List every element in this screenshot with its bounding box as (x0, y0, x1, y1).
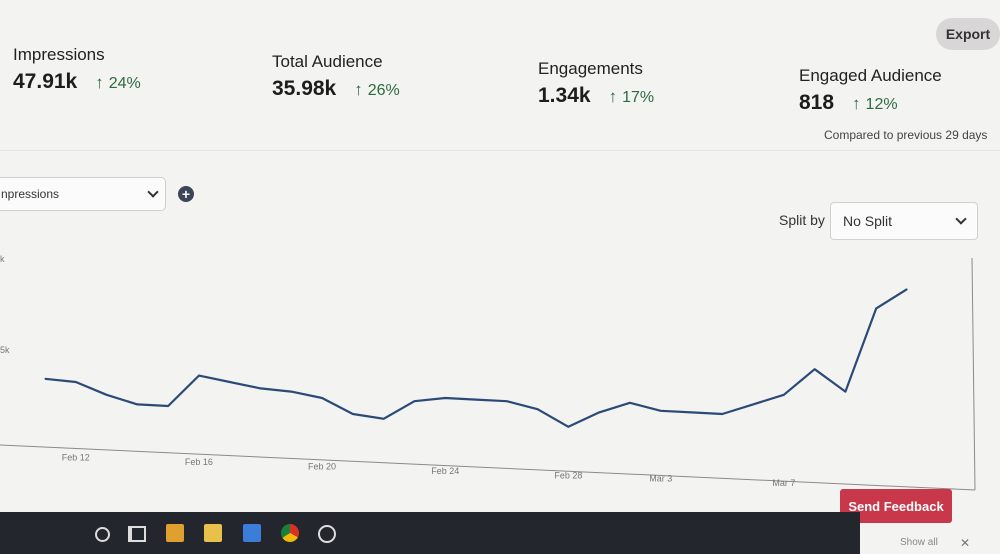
cortana-search-icon[interactable] (95, 527, 110, 542)
data-point (690, 411, 693, 413)
metric-label: Total Audience (272, 52, 383, 71)
data-point (598, 411, 600, 413)
metric-delta: ↑ 24% (95, 73, 141, 93)
x-tick-label: Feb 16 (185, 457, 213, 467)
x-tick-label: Feb 20 (308, 462, 336, 472)
data-point (875, 307, 877, 309)
plus-icon: + (181, 186, 191, 202)
mail-icon[interactable] (243, 524, 261, 542)
data-point (814, 368, 816, 370)
divider (0, 150, 1000, 151)
data-point (44, 378, 46, 380)
metric-delta: ↑ 26% (354, 80, 400, 100)
metric-value: 35.98k (272, 77, 337, 100)
arrow-up-icon: ↑ (95, 73, 104, 92)
chrome-icon[interactable] (281, 524, 299, 542)
data-point (844, 391, 847, 393)
store-icon[interactable] (166, 524, 184, 542)
data-point (906, 288, 908, 290)
x-tick-label: Mar 7 (772, 478, 795, 488)
data-point (444, 397, 446, 399)
data-point (290, 391, 292, 393)
data-point (167, 405, 169, 407)
metric-value: 47.91k (13, 70, 78, 93)
metric-label: Engagements (538, 59, 643, 78)
data-point (506, 400, 508, 402)
data-point (413, 400, 416, 402)
x-tick-label: Feb 28 (554, 470, 582, 480)
delta-percent: 12% (865, 96, 898, 113)
metric-delta: ↑ 12% (852, 94, 898, 114)
impressions-series-line (44, 288, 908, 428)
arrow-up-icon: ↑ (608, 87, 618, 106)
data-point (567, 426, 569, 428)
metric-label: Impressions (13, 45, 105, 64)
metric-impressions[interactable]: Impressions 47.91k ↑ 24% (13, 45, 141, 94)
data-point (198, 375, 200, 377)
x-tick-label: Feb 24 (431, 466, 459, 476)
data-point (229, 381, 231, 383)
compare-note: Compared to previous 29 days (824, 128, 988, 142)
chevron-down-icon (147, 186, 159, 198)
data-point (321, 397, 323, 399)
x-tick-label: Feb 12 (62, 453, 90, 463)
x-tick-label: Mar 3 (649, 474, 672, 484)
data-point (75, 381, 77, 383)
metric-select-value: npressions (1, 187, 60, 201)
data-point (352, 413, 354, 415)
metric-total-audience[interactable]: Total Audience 35.98k ↑ 26% (272, 52, 400, 101)
data-point (721, 413, 723, 415)
delta-percent: 17% (622, 89, 655, 106)
data-point (536, 408, 539, 410)
metric-label: Engaged Audience (799, 66, 942, 85)
close-icon[interactable]: ✕ (960, 536, 971, 550)
y-tick-label: 5k (0, 345, 10, 355)
metric-value: 1.34k (538, 84, 591, 107)
metric-delta: ↑ 17% (609, 87, 655, 107)
data-point (660, 410, 662, 412)
data-point (629, 402, 631, 404)
export-button[interactable]: Export (936, 18, 1000, 50)
data-point (783, 394, 785, 396)
data-point (259, 387, 262, 389)
split-select[interactable]: No Split (830, 202, 978, 240)
data-point (383, 418, 385, 420)
delta-percent: 26% (367, 82, 400, 99)
metric-select[interactable]: npressions (0, 177, 166, 211)
data-point (136, 403, 138, 405)
metric-engaged-audience[interactable]: Engaged Audience 818 ↑ 12% (799, 66, 942, 115)
metric-value: 818 (799, 91, 835, 114)
cortana-circle-icon[interactable] (318, 525, 336, 543)
add-metric-button[interactable]: + (178, 186, 194, 202)
data-point (475, 399, 477, 401)
impressions-line-chart: Feb 12 Feb 16 Feb 20 Feb 24 Feb 28 Mar 3 Mar 7… (0, 254, 976, 491)
y-tick-label: k (0, 254, 5, 264)
chart-right-border (971, 257, 976, 491)
data-point (105, 394, 108, 396)
task-view-icon[interactable] (128, 526, 146, 542)
chevron-down-icon (955, 213, 967, 225)
split-select-value: No Split (843, 213, 893, 229)
data-point (752, 403, 754, 405)
taskbar (0, 512, 860, 554)
split-by-label: Split by (779, 212, 825, 228)
arrow-up-icon: ↑ (354, 80, 363, 99)
x-axis-line (0, 444, 976, 491)
metric-engagements[interactable]: Engagements 1.34k ↑ 17% (538, 59, 654, 108)
show-all-link[interactable]: Show all (900, 537, 938, 548)
arrow-up-icon: ↑ (852, 94, 861, 113)
delta-percent: 24% (108, 75, 141, 92)
folder-icon[interactable] (204, 524, 222, 542)
